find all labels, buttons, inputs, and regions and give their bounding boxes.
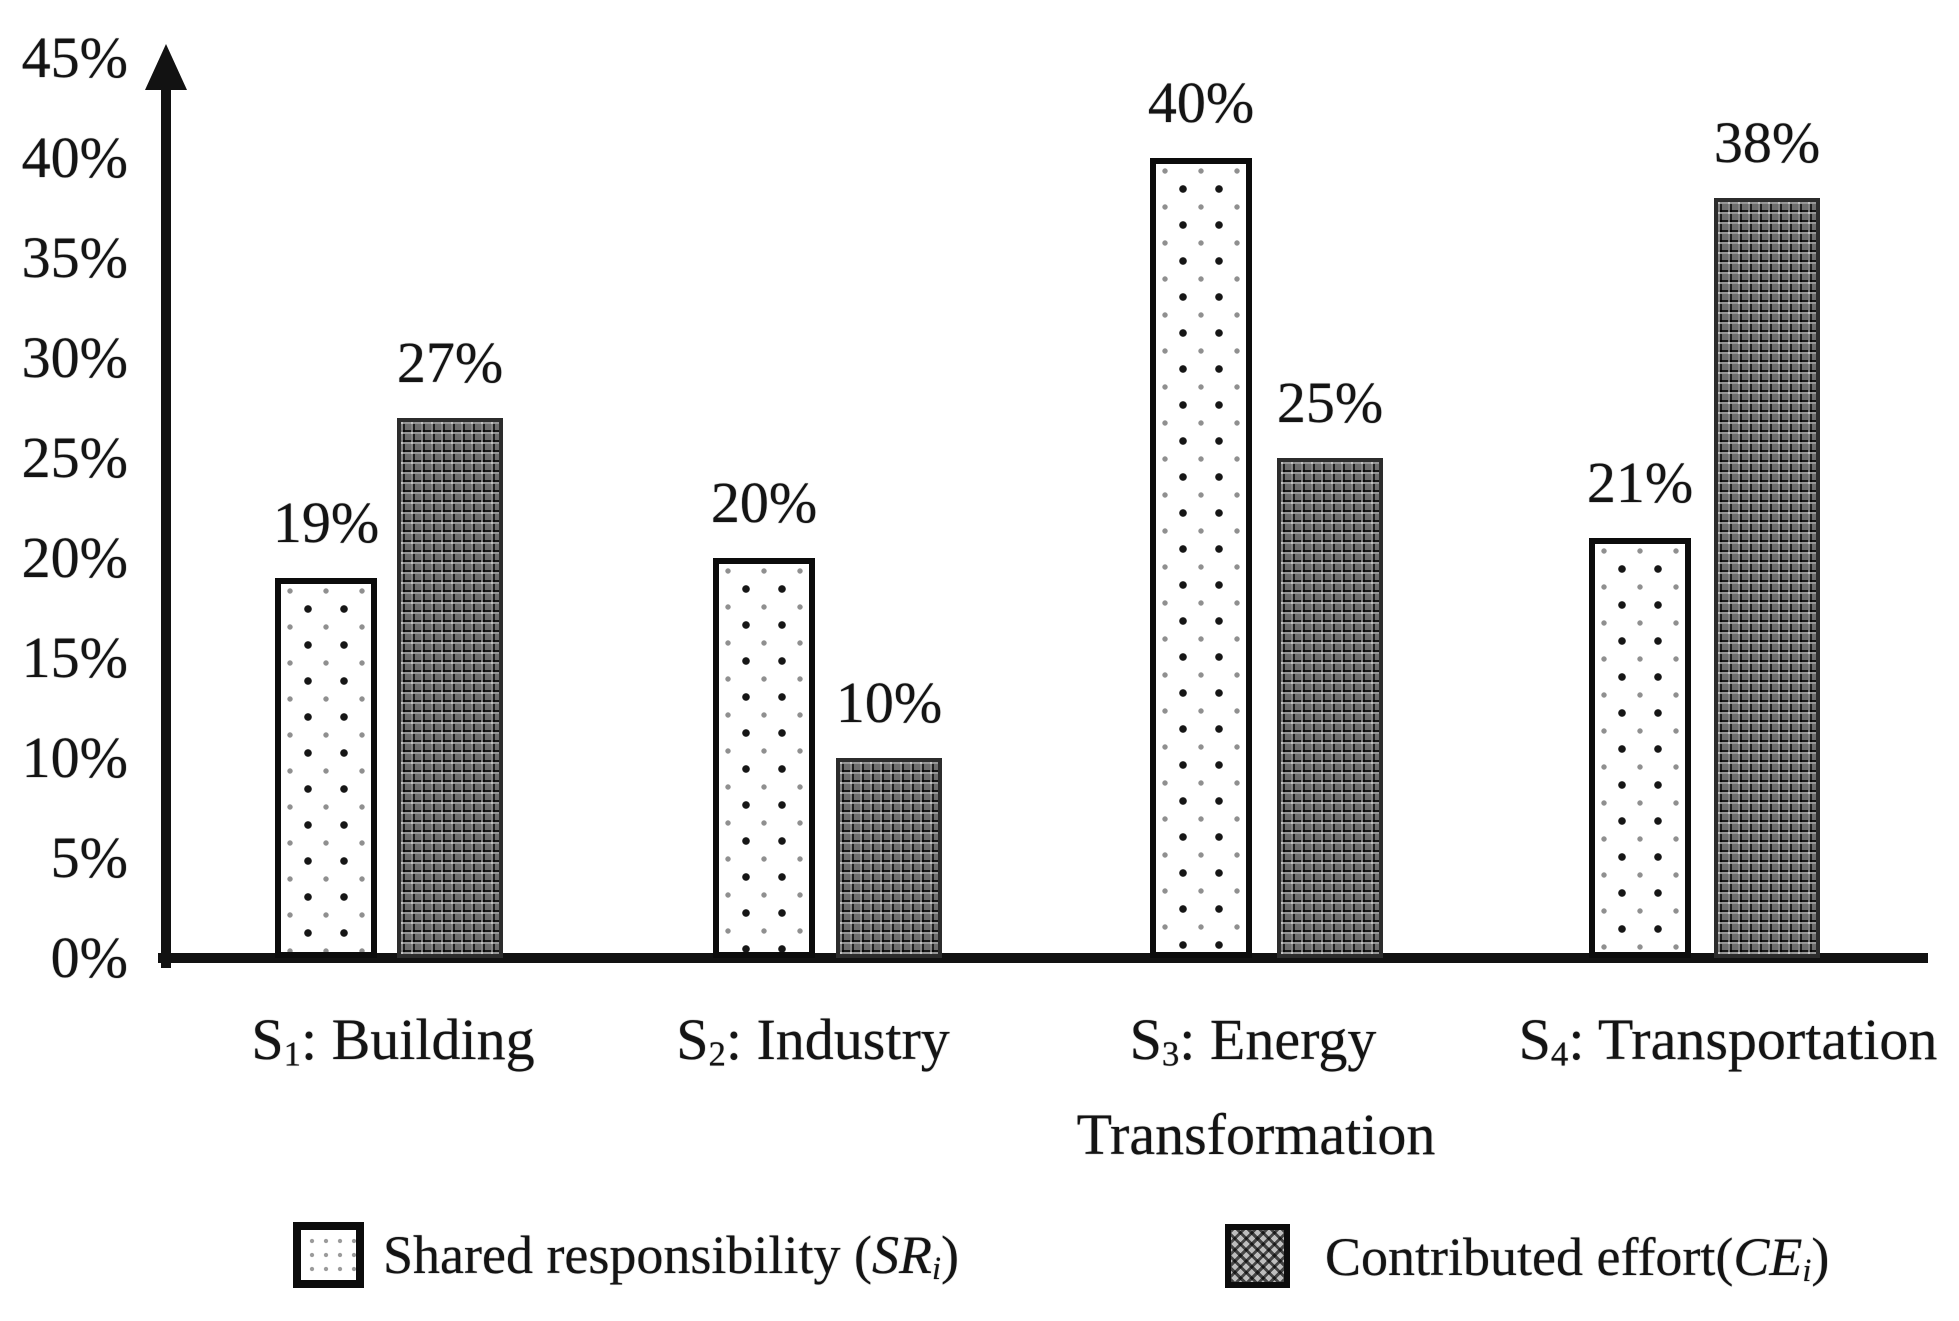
bar-sr-2 xyxy=(713,558,815,958)
value-label-ce-3: 25% xyxy=(1276,370,1384,435)
bar-ce-4 xyxy=(1714,198,1820,958)
legend-label-shared-responsibility: Shared responsibility (SRi) xyxy=(383,1225,959,1287)
x-category-label-4: S4: Transportation xyxy=(1518,1007,1938,1074)
y-tick-label: 5% xyxy=(50,825,128,890)
x-category-label-3-line2: Transformation xyxy=(1076,1102,1436,1167)
value-label-ce-4: 38% xyxy=(1713,110,1821,175)
bar-ce-3 xyxy=(1277,458,1383,958)
y-tick-label: 35% xyxy=(21,225,128,290)
x-category-label-3: S3: Energy xyxy=(1129,1007,1377,1074)
y-tick-label: 45% xyxy=(21,25,128,90)
y-tick-label: 30% xyxy=(21,325,128,390)
x-axis-line xyxy=(158,953,1928,963)
legend-label-contributed-effort: Contributed effort(CEi) xyxy=(1325,1227,1830,1289)
bar-ce-2 xyxy=(836,758,942,958)
bar-ce-1 xyxy=(397,418,503,958)
y-tick-label: 40% xyxy=(21,125,128,190)
value-label-sr-4: 21% xyxy=(1586,450,1694,515)
y-tick-label: 10% xyxy=(21,725,128,790)
y-tick-label: 0% xyxy=(50,925,128,990)
y-tick-label: 15% xyxy=(21,625,128,690)
legend-swatch-contributed-effort xyxy=(1225,1224,1290,1288)
y-axis-arrowhead-icon xyxy=(145,44,187,90)
y-tick-label: 25% xyxy=(21,425,128,490)
bar-sr-4 xyxy=(1589,538,1691,958)
legend-swatch-shared-responsibility xyxy=(293,1222,364,1288)
x-category-label-1: S1: Building xyxy=(251,1007,535,1074)
x-category-label-2: S2: Industry xyxy=(676,1007,950,1074)
value-label-sr-1: 19% xyxy=(272,490,380,555)
y-axis-line xyxy=(161,80,171,968)
value-label-sr-3: 40% xyxy=(1147,70,1255,135)
bar-sr-1 xyxy=(275,578,377,958)
value-label-ce-1: 27% xyxy=(396,330,504,395)
bar-sr-3 xyxy=(1150,158,1252,958)
y-tick-label: 20% xyxy=(21,525,128,590)
value-label-ce-2: 10% xyxy=(835,670,943,735)
value-label-sr-2: 20% xyxy=(710,470,818,535)
